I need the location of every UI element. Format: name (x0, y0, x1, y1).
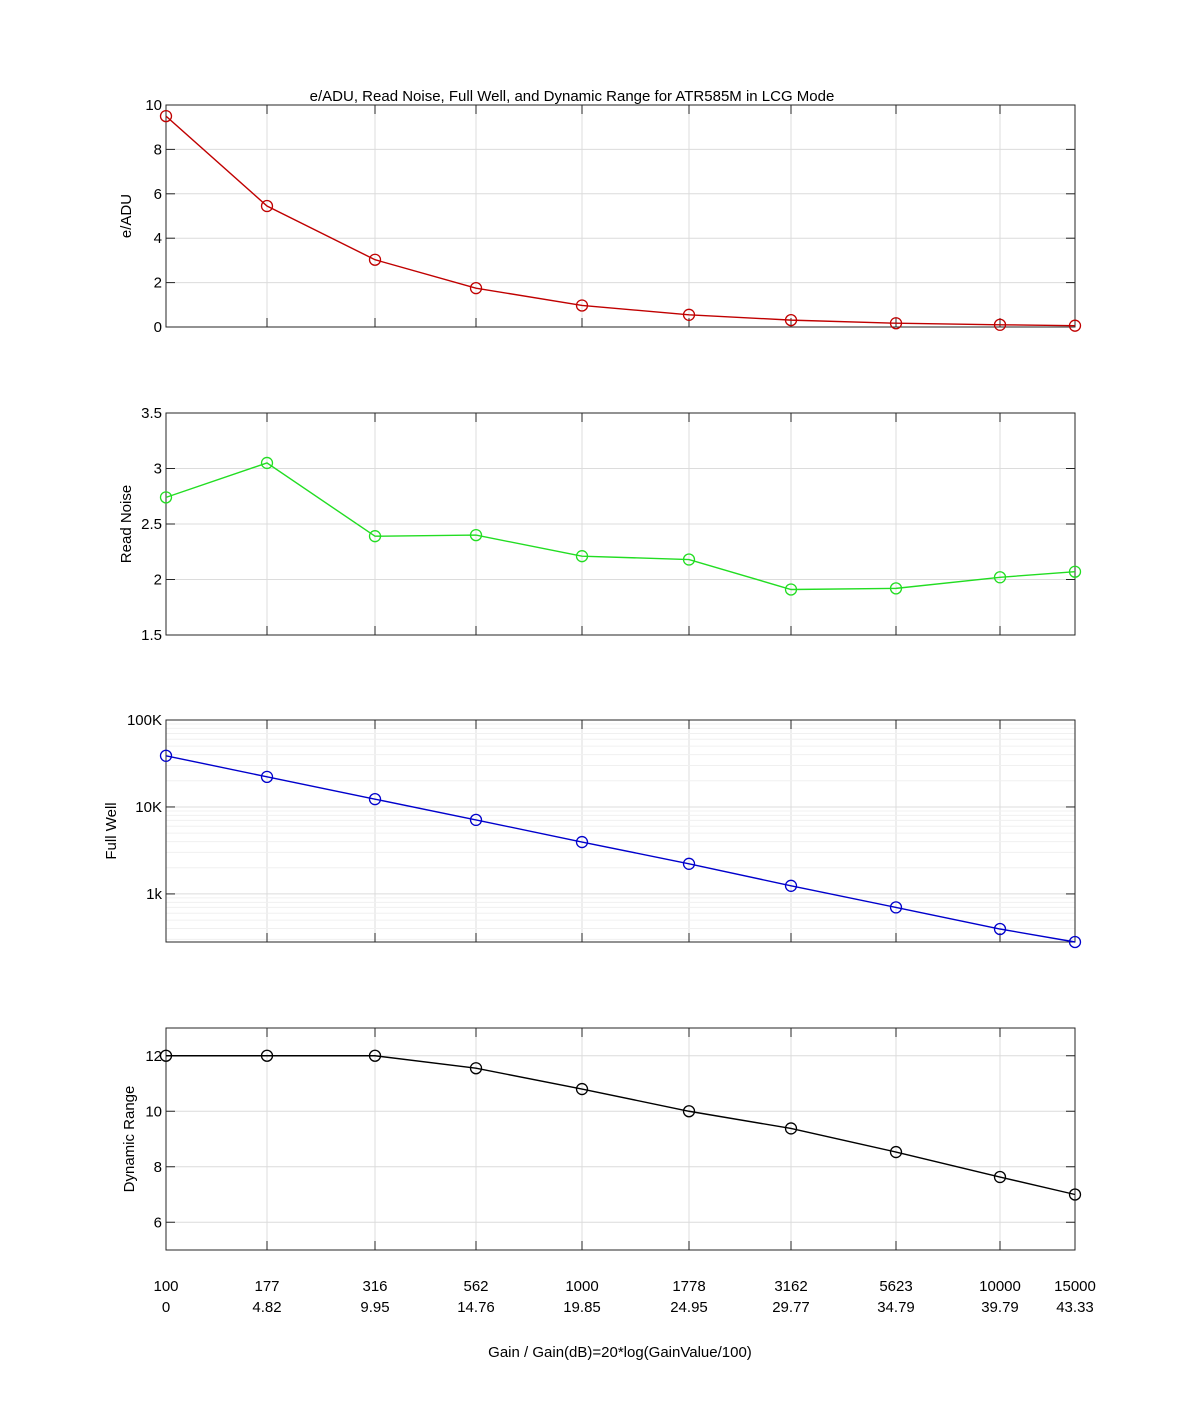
x-tick-label-db: 39.79 (981, 1299, 1019, 1316)
series-line (165, 462, 1076, 591)
subplot-3: 1k 10K 100K Full Well (103, 712, 1082, 949)
data-point (993, 318, 1007, 331)
data-point (368, 253, 382, 266)
y-axis-label: Dynamic Range (121, 1086, 138, 1193)
data-point (159, 109, 173, 123)
data-point (260, 456, 274, 470)
data-point (682, 1105, 696, 1118)
x-tick-label: 562 (463, 1278, 488, 1295)
x-tick-label: 15000 (1054, 1278, 1096, 1295)
data-point (1068, 319, 1082, 332)
subplot-4: 6 8 10 12 Dynamic Range (121, 1027, 1082, 1251)
x-tick-label-db: 0 (162, 1299, 170, 1316)
x-tick-label-db: 24.95 (670, 1299, 708, 1316)
data-point (784, 1122, 798, 1135)
data-point (575, 299, 589, 312)
y-axis-label: e/ADU (118, 194, 135, 238)
y-tick-label: 2 (154, 275, 162, 292)
y-tick-label: 1k (146, 886, 162, 903)
y-tick-label: 12 (145, 1048, 162, 1065)
data-point (575, 1082, 589, 1096)
x-tick-label: 10000 (979, 1278, 1021, 1295)
y-tick-label: 3.5 (141, 405, 162, 422)
x-tick-label: 1778 (672, 1278, 705, 1295)
data-point (368, 1049, 382, 1062)
x-tick-label: 3162 (774, 1278, 807, 1295)
data-point (889, 1145, 903, 1159)
x-tick-label-db: 19.85 (563, 1299, 601, 1316)
x-tick-label: 100 (153, 1278, 178, 1295)
data-point (575, 835, 589, 849)
data-point (993, 922, 1007, 936)
data-point (993, 1170, 1007, 1184)
x-tick-label-db: 9.95 (360, 1299, 389, 1316)
y-tick-label: 10 (145, 97, 162, 114)
y-tick-label: 1.5 (141, 627, 162, 644)
data-point (260, 1049, 274, 1062)
data-point (159, 1049, 173, 1062)
data-point (469, 1062, 483, 1075)
data-point (469, 528, 483, 542)
figure-title: e/ADU, Read Noise, Full Well, and Dynami… (310, 88, 835, 105)
x-axis-labels: 10001774.823169.9556214.76100019.8517782… (153, 1278, 1095, 1316)
y-tick-label: 6 (154, 186, 162, 203)
y-tick-label: 3 (154, 461, 162, 478)
data-point (1068, 935, 1082, 949)
x-tick-label-db: 29.77 (772, 1299, 810, 1316)
data-point (889, 901, 903, 914)
data-point (682, 308, 696, 321)
y-tick-label: 10K (135, 799, 162, 816)
data-point (682, 857, 696, 870)
data-point (260, 199, 274, 213)
data-point (368, 792, 382, 806)
y-tick-label: 4 (154, 230, 162, 247)
x-tick-label: 316 (362, 1278, 387, 1295)
data-point (889, 582, 903, 595)
y-tick-label: 2 (154, 572, 162, 589)
data-point (993, 571, 1007, 584)
x-tick-label-db: 4.82 (252, 1299, 281, 1316)
data-point (368, 530, 382, 543)
data-point (889, 317, 903, 330)
x-tick-label: 1000 (565, 1278, 598, 1295)
data-point (469, 281, 483, 295)
data-point (260, 770, 274, 783)
data-point (159, 491, 173, 504)
series-line (165, 755, 1076, 943)
axes-box (165, 104, 1076, 328)
x-tick-label-db: 43.33 (1056, 1299, 1094, 1316)
subplots: 0 2 4 6 8 10 e/ADU 1.5 2 2.5 3 3.5 Read Noise 1k 10K 10… (103, 97, 1082, 1251)
y-tick-label: 8 (154, 141, 162, 158)
x-tick-label-db: 14.76 (457, 1299, 495, 1316)
x-tick-label: 5623 (879, 1278, 912, 1295)
axes-box (165, 1027, 1076, 1251)
data-point (1068, 1188, 1082, 1201)
y-tick-label: 6 (154, 1214, 162, 1231)
data-point (784, 313, 798, 327)
data-point (575, 550, 589, 563)
axes-box (165, 719, 1076, 943)
x-tick-label: 177 (254, 1278, 279, 1295)
series-line (166, 1055, 1076, 1196)
y-tick-label: 100K (127, 712, 162, 729)
subplot-1: 0 2 4 6 8 10 e/ADU (118, 97, 1082, 336)
x-tick-label-db: 34.79 (877, 1299, 915, 1316)
data-point (469, 813, 483, 827)
y-tick-label: 2.5 (141, 516, 162, 533)
subplot-2: 1.5 2 2.5 3 3.5 Read Noise (118, 405, 1082, 644)
data-point (784, 583, 798, 596)
y-axis-label: Read Noise (118, 485, 135, 563)
data-point (784, 879, 798, 892)
data-point (1068, 565, 1082, 578)
y-tick-label: 8 (154, 1159, 162, 1176)
y-tick-label: 10 (145, 1103, 162, 1120)
data-point (159, 749, 173, 762)
data-point (682, 553, 696, 566)
y-tick-label: 0 (154, 319, 162, 336)
minor-grid (166, 723, 1075, 940)
y-axis-label: Full Well (103, 802, 120, 859)
series-line (165, 115, 1076, 327)
x-axis-label: Gain / Gain(dB)=20*log(GainValue/100) (488, 1344, 752, 1361)
